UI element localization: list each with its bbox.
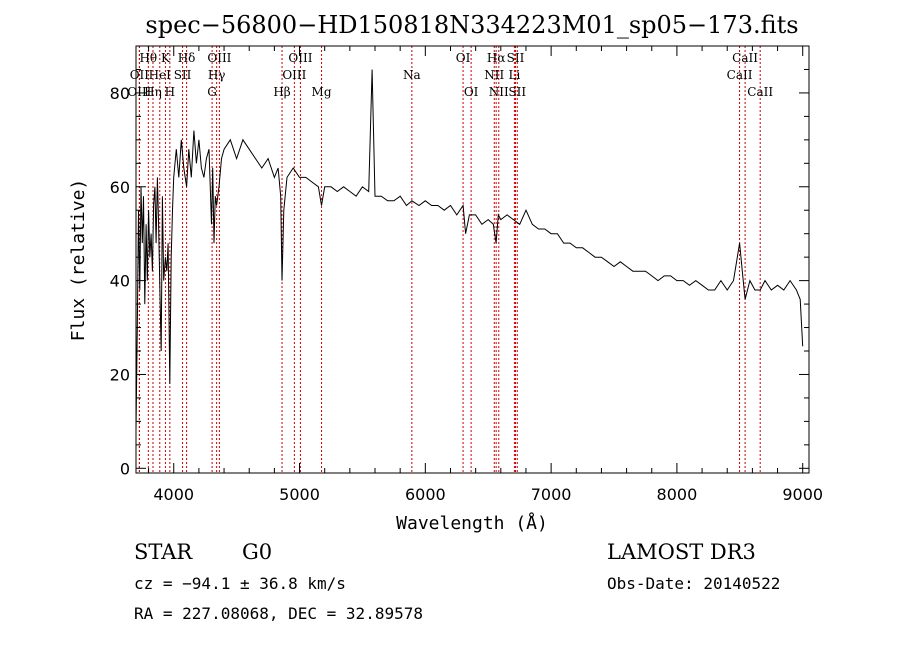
y-tick-label: 80 [110, 84, 130, 103]
spectral-line-label: SII [174, 68, 192, 82]
object-class: STAR [134, 540, 193, 564]
spectral-line-label: Hα [487, 51, 506, 65]
spectral-line-label: NII [484, 68, 504, 82]
spectral-line-label: K [161, 51, 171, 65]
spectral-line-label: SII [507, 51, 525, 65]
coordinates: RA = 227.08068, DEC = 32.89578 [134, 604, 423, 623]
object-subclass: G0 [242, 540, 272, 564]
y-tick-label: 60 [110, 178, 130, 197]
spectral-line-label: Na [403, 68, 421, 82]
axis-tick-labels: 4000 5000 6000 7000 8000 9000 0 20 40 60 80 [110, 84, 823, 504]
spectral-line-label: Hδ [178, 51, 196, 65]
spectral-line-label: Mg [312, 85, 332, 99]
axis-ticks [136, 46, 809, 473]
x-tick-label: 6000 [405, 485, 446, 504]
spectral-line-markers [138, 46, 761, 473]
y-tick-label: 40 [110, 272, 130, 291]
spectral-line-label: Hγ [208, 68, 226, 82]
spectrum-line [135, 69, 804, 431]
spectrum-series [135, 69, 804, 431]
spectral-line-label: OIII [282, 68, 306, 82]
spectral-line-label: Hθ [139, 51, 157, 65]
y-tick-label: 20 [110, 365, 130, 384]
spectral-line-label: CaII [747, 85, 773, 99]
observation-date: Obs-Date: 20140522 [607, 574, 780, 593]
spectral-line-label: CaII [727, 68, 753, 82]
spectral-line-label: OIII [288, 51, 312, 65]
redshift-cz: cz = −94.1 ± 36.8 km/s [134, 574, 346, 593]
spectral-line-label: CaII [732, 51, 758, 65]
x-axis-label: Wavelength (Å) [396, 512, 548, 534]
y-tick-label: 0 [120, 459, 130, 478]
spectral-line-label: OIII [127, 85, 151, 99]
spectral-line-label: H [165, 85, 175, 99]
spectral-line-label: G [207, 85, 217, 99]
spectral-line-label: OI [456, 51, 471, 65]
spectral-line-label: Hβ [273, 85, 290, 99]
spectral-line-label: SII [508, 85, 526, 99]
spectral-line-label: HeI [149, 68, 172, 82]
chart-title: spec−56800−HD150818N334223M01_sp05−173.f… [145, 11, 798, 39]
spectral-line-label: Li [508, 68, 520, 82]
x-tick-label: 7000 [531, 485, 572, 504]
spectral-line-label: Hη [144, 85, 162, 99]
x-tick-label: 9000 [782, 485, 823, 504]
survey-name: LAMOST DR3 [607, 540, 756, 564]
spectral-line-label: OI [464, 85, 479, 99]
x-tick-label: 5000 [279, 485, 320, 504]
y-axis-label: Flux (relative) [68, 179, 89, 342]
spectral-line-label: NII [489, 85, 509, 99]
x-tick-label: 4000 [153, 485, 194, 504]
spectral-line-label: OII [130, 68, 150, 82]
plot-frame [135, 45, 810, 474]
x-tick-label: 8000 [657, 485, 698, 504]
spectral-line-label: OIII [207, 51, 231, 65]
